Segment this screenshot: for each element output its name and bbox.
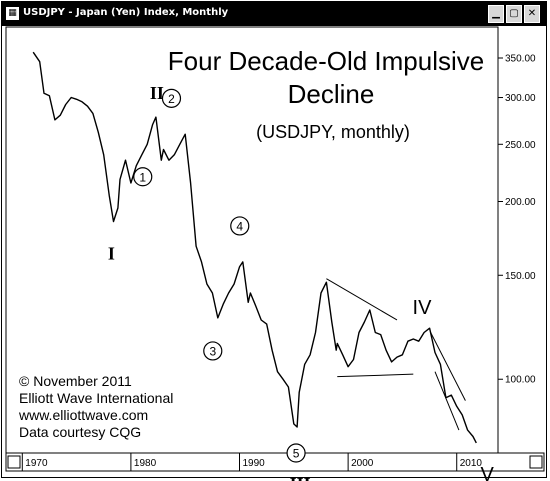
wave-label: II xyxy=(150,83,164,103)
wave-label: IV xyxy=(413,297,433,319)
trendline xyxy=(434,371,460,431)
subwave-circle xyxy=(161,88,182,108)
wave-label: III xyxy=(290,474,311,481)
wave-label: I xyxy=(108,243,115,263)
trendline xyxy=(430,332,466,401)
price-series-line xyxy=(32,51,477,444)
chart-title-line1: Four Decade-Old Impulsive xyxy=(168,46,484,76)
y-tick-label: 150.00 xyxy=(505,271,536,282)
minimize-button[interactable]: ▁ xyxy=(488,5,504,23)
window-title: USDJPY - Japan (Yen) Index, Monthly xyxy=(23,7,229,18)
maximize-button[interactable]: ▢ xyxy=(506,5,522,23)
chart-window-icon[interactable]: ▦ xyxy=(6,7,19,20)
x-axis-bar xyxy=(5,452,545,472)
credit-line-3: www.elliottwave.com xyxy=(18,407,148,423)
trendline xyxy=(326,278,398,321)
trendline xyxy=(337,373,414,378)
window-title-bar: ▦ USDJPY - Japan (Yen) Index, Monthly ▁ … xyxy=(2,2,546,26)
x-axis-scroll-end[interactable] xyxy=(529,455,543,469)
subwave-circle xyxy=(203,341,223,361)
subwave-circle xyxy=(286,443,306,463)
y-axis: 350.00 300.00 250.00 200.00 150.00 100.00 xyxy=(498,54,536,386)
y-tick-label: 100.00 xyxy=(505,375,536,386)
y-tick-label: 200.00 xyxy=(505,197,536,208)
credit-line-1: © November 2011 xyxy=(19,373,132,389)
maximize-icon: ▢ xyxy=(509,8,519,19)
chart-subtitle: (USDJPY, monthly) xyxy=(256,122,410,142)
subwave-circle xyxy=(230,216,250,236)
x-tick-label: 2010 xyxy=(460,458,483,469)
credit-line-2: Elliott Wave International xyxy=(19,390,173,406)
wave-labels: IIIIIIIVV12345 xyxy=(108,83,495,481)
subwave-circle xyxy=(133,167,153,187)
chart-title-line2: Decline xyxy=(288,79,375,109)
x-tick-label: 1970 xyxy=(25,458,48,469)
minimize-icon: ▁ xyxy=(492,8,500,19)
credit-line-4: Data courtesy CQG xyxy=(19,424,141,440)
y-tick-label: 350.00 xyxy=(505,54,536,65)
y-tick-label: 250.00 xyxy=(505,140,536,151)
close-icon: ✕ xyxy=(527,8,537,19)
trendlines xyxy=(326,278,466,431)
x-axis: 1970 1980 1990 2000 2010 xyxy=(21,453,483,471)
x-axis-scroll-handle[interactable] xyxy=(7,455,21,469)
subwave-label: 5 xyxy=(293,447,300,461)
wave-label: V xyxy=(481,464,495,481)
subwave-label: 3 xyxy=(209,344,216,358)
x-tick-label: 1990 xyxy=(243,458,266,469)
close-button[interactable]: ✕ xyxy=(524,5,540,23)
subwave-label: 2 xyxy=(168,92,175,106)
x-tick-label: 1980 xyxy=(134,458,157,469)
subwave-label: 1 xyxy=(139,170,146,184)
x-tick-label: 2000 xyxy=(351,458,374,469)
subwave-label: 4 xyxy=(236,219,243,233)
y-tick-label: 300.00 xyxy=(505,93,536,104)
